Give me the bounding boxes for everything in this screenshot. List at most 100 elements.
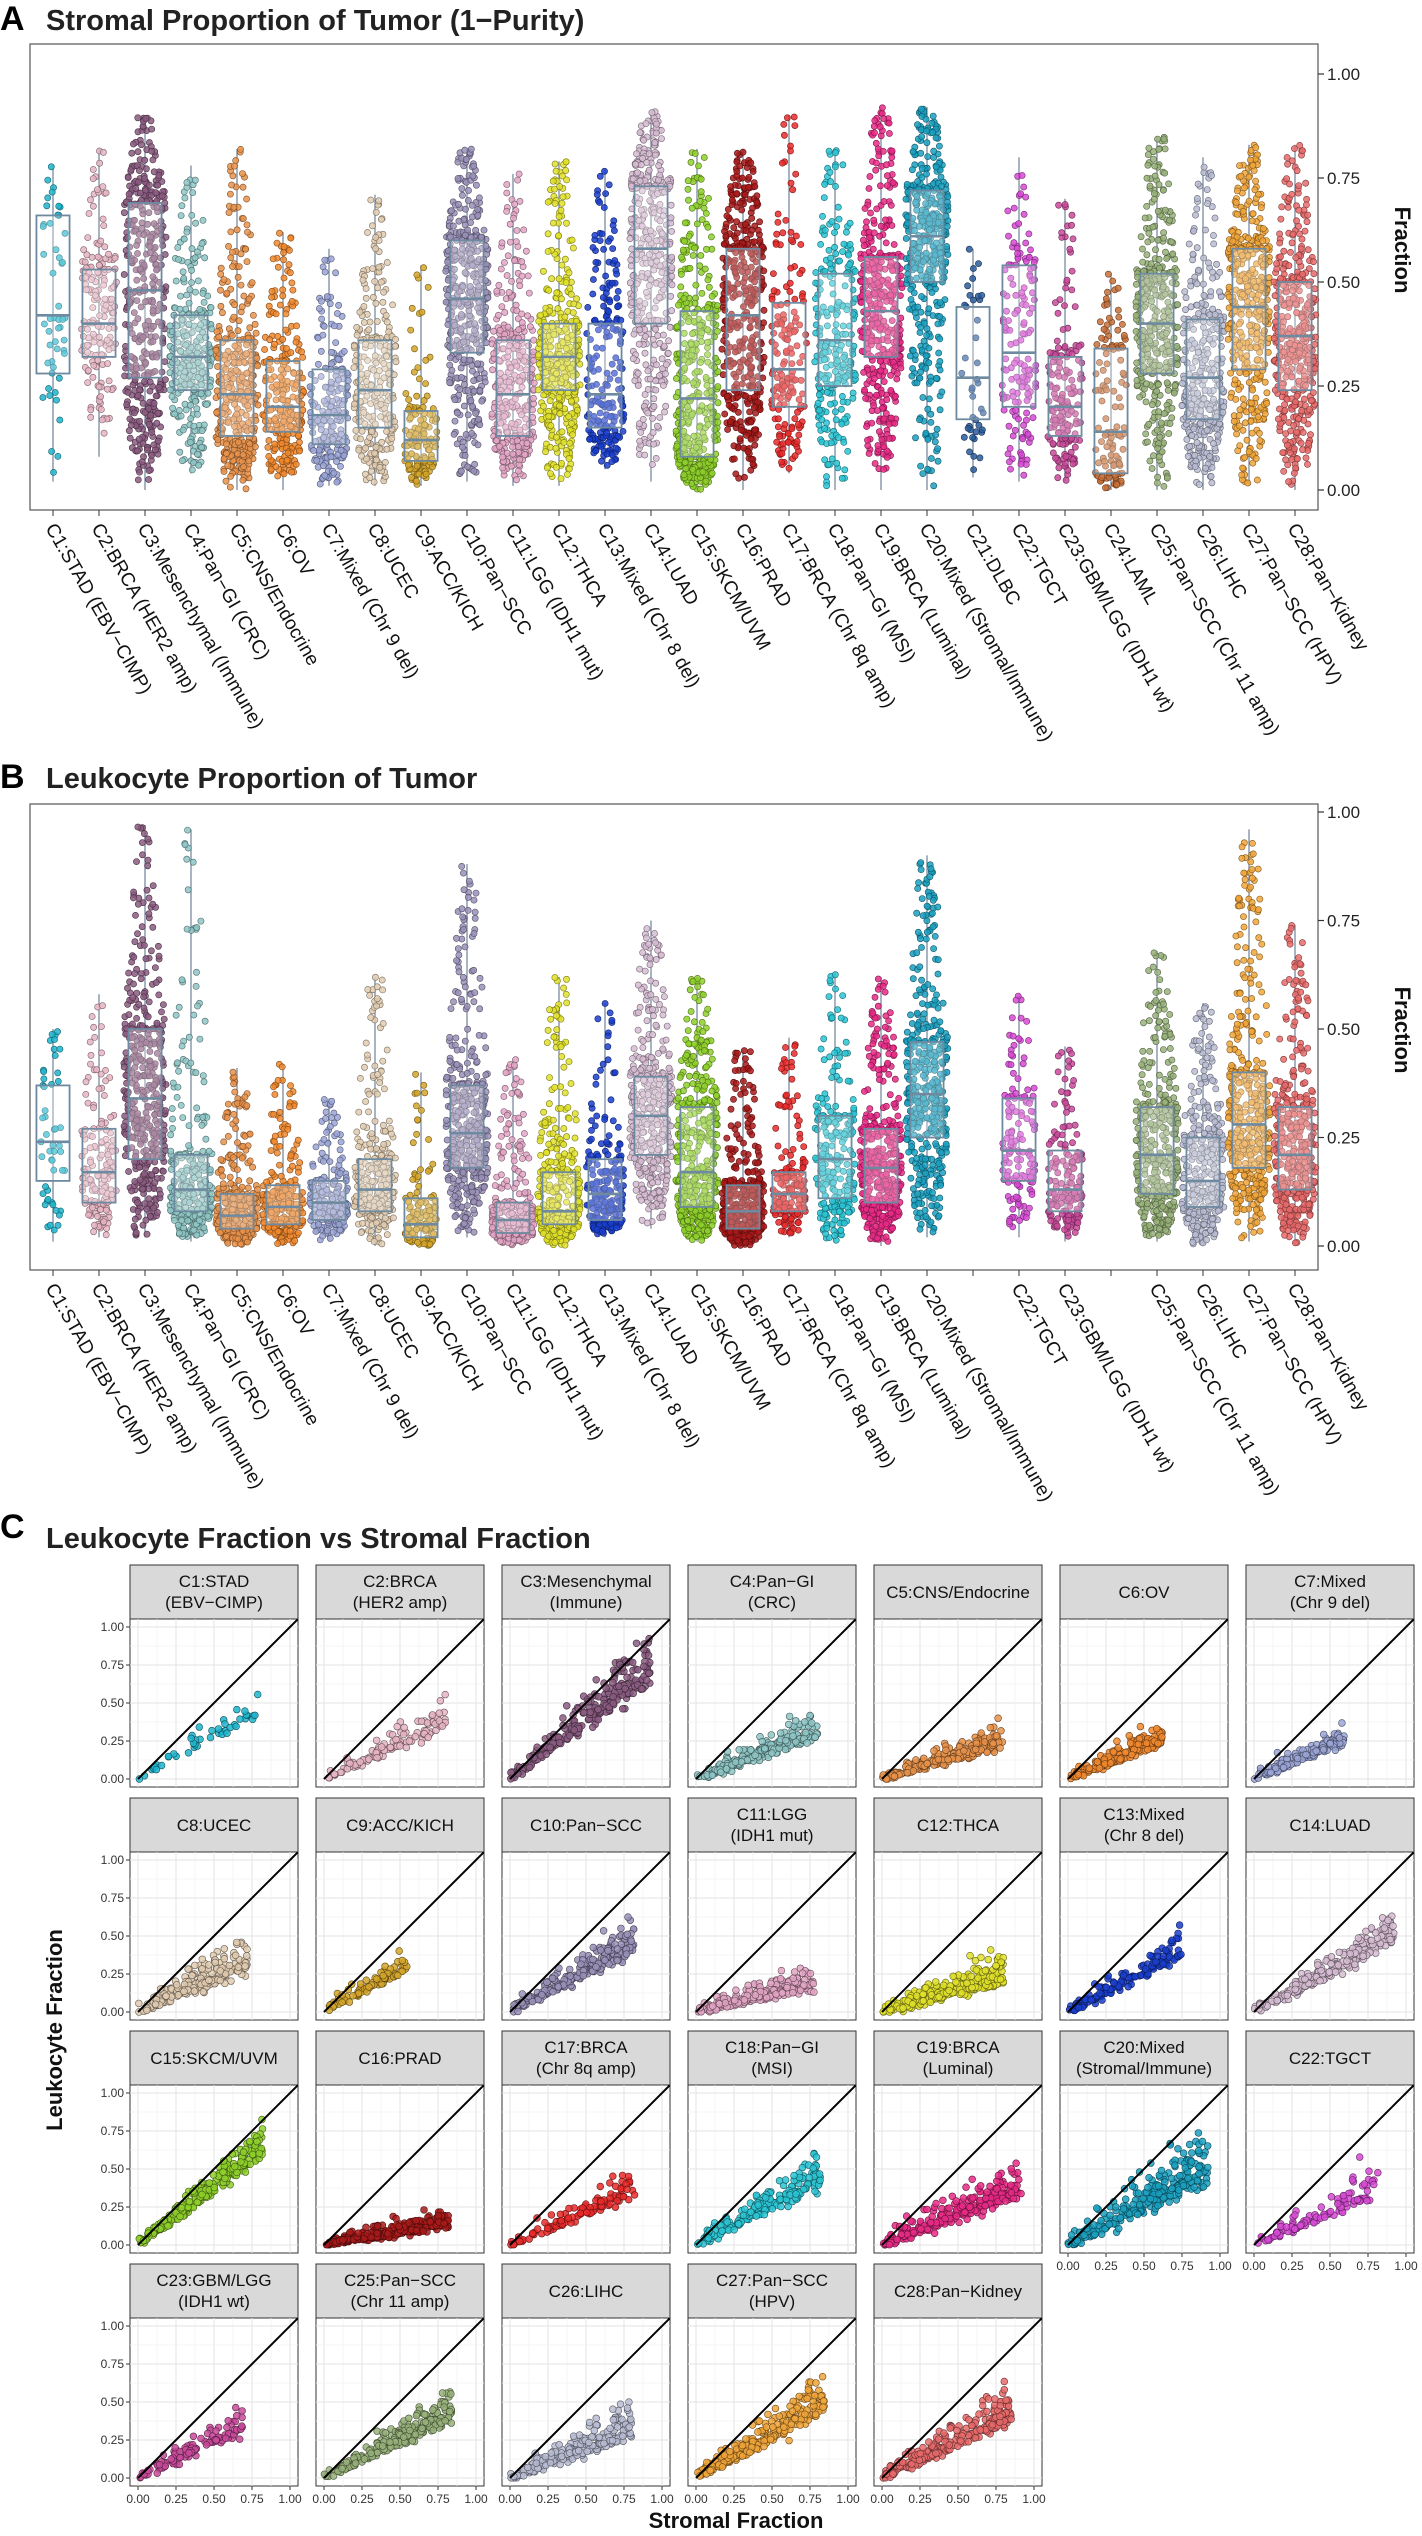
panel-a-point [131,410,137,416]
panel-a-point [228,229,234,235]
panel-a-point [530,395,536,401]
panel-a-point [715,384,721,390]
panel-a-point [628,216,634,222]
panel-a-point [459,444,465,450]
panel-a-point [147,379,153,385]
panel-a-ytick-label: 0.00 [1327,481,1360,500]
panel-a-point [568,398,574,404]
panel-a-point [227,191,233,197]
panel-a-point [559,460,565,466]
panel-a-point [219,310,225,316]
panel-a-point [357,309,363,315]
panel-a-point [288,349,294,355]
panel-a-point [459,192,465,198]
panel-a-point [293,339,299,345]
panel-a-point [40,394,46,400]
panel-a-point [743,432,749,438]
panel-a-point [553,445,559,451]
panel-a-point [411,369,417,375]
panel-a-point [550,220,556,226]
panel-a-point [384,446,390,452]
panel-a-point [421,397,427,403]
panel-a-point [376,198,382,204]
panel-a-point [121,271,127,277]
panel-a-point [653,378,659,384]
panel-a-point [127,416,133,422]
panel-a-point [281,244,287,250]
panel-a-point [354,324,360,330]
panel-a-point [507,239,513,245]
panel-a-point [557,411,563,417]
panel-a-point [94,187,100,193]
panel-a-point [184,179,190,185]
panel-a-point [363,295,369,301]
panel-a-point [535,374,541,380]
panel-a-point [465,197,471,203]
panel-a-point [100,216,106,222]
panel-a-point [740,149,746,155]
panel-a-point [188,416,194,422]
panel-a-point [383,312,389,318]
panel-a-point [98,406,104,412]
panel-a-point [481,227,487,233]
panel-a-point [148,118,154,124]
panel-a-point [634,170,640,176]
panel-a-point [569,420,575,426]
panel-a-point [476,416,482,422]
panel-a-point [135,115,141,121]
panel-a-point [294,323,300,329]
panel-a-point [124,402,130,408]
panel-a-point [564,177,570,183]
panel-a-point [252,444,258,450]
panel-a-point [255,402,261,408]
panel-a-point [499,304,505,310]
panel-a-point [223,478,229,484]
panel-a-point [605,317,611,323]
panel-a-point [656,373,662,379]
panel-a-point [422,381,428,387]
panel-a-point [199,428,205,434]
panel-a-point [56,375,62,381]
panel-a-point [351,343,357,349]
panel-a-point [146,421,152,427]
panel-a-point [692,300,698,306]
panel-a-point [504,208,510,214]
panel-a-point [663,403,669,409]
panel-a-point [692,150,698,156]
panel-a-point [281,257,287,263]
panel-a-point [46,385,52,391]
panel-a-point [500,465,506,471]
panel-a-point [239,171,245,177]
panel-a-point [501,259,507,265]
panel-a-point [214,329,220,335]
panel-a-point [90,176,96,182]
panel-a-point [687,265,693,271]
panel-a-point [504,272,510,278]
panel-a-point [473,182,479,188]
panel-a-point [668,293,674,299]
panel-a-point [637,178,643,184]
panel-a-point [241,293,247,299]
panel-a-point [366,327,372,333]
panel-a-point [149,126,155,132]
panel-a-point [720,372,726,378]
panel-a-point [155,182,161,188]
panel-a-point [667,324,673,330]
panel-a-point [186,300,192,306]
panel-a-point [310,447,316,453]
panel-a-point [735,409,741,415]
panel-a-point [650,429,656,435]
panel-a-point [457,386,463,392]
panel-a-point [587,436,593,442]
panel-a-point [627,236,633,242]
panel-a-point [502,309,508,315]
panel-a-point [523,248,529,254]
panel-a-point [184,229,190,235]
panel-a-point [640,416,646,422]
panel-a-point [281,275,287,281]
panel-a-point [549,276,555,282]
panel-a-boxplot: 0.000.250.500.751.00C1:STAD (EBV−CIMP)C2… [30,44,1373,745]
panel-a-point [141,176,147,182]
panel-a-point [535,387,541,393]
panel-a-point [504,450,510,456]
